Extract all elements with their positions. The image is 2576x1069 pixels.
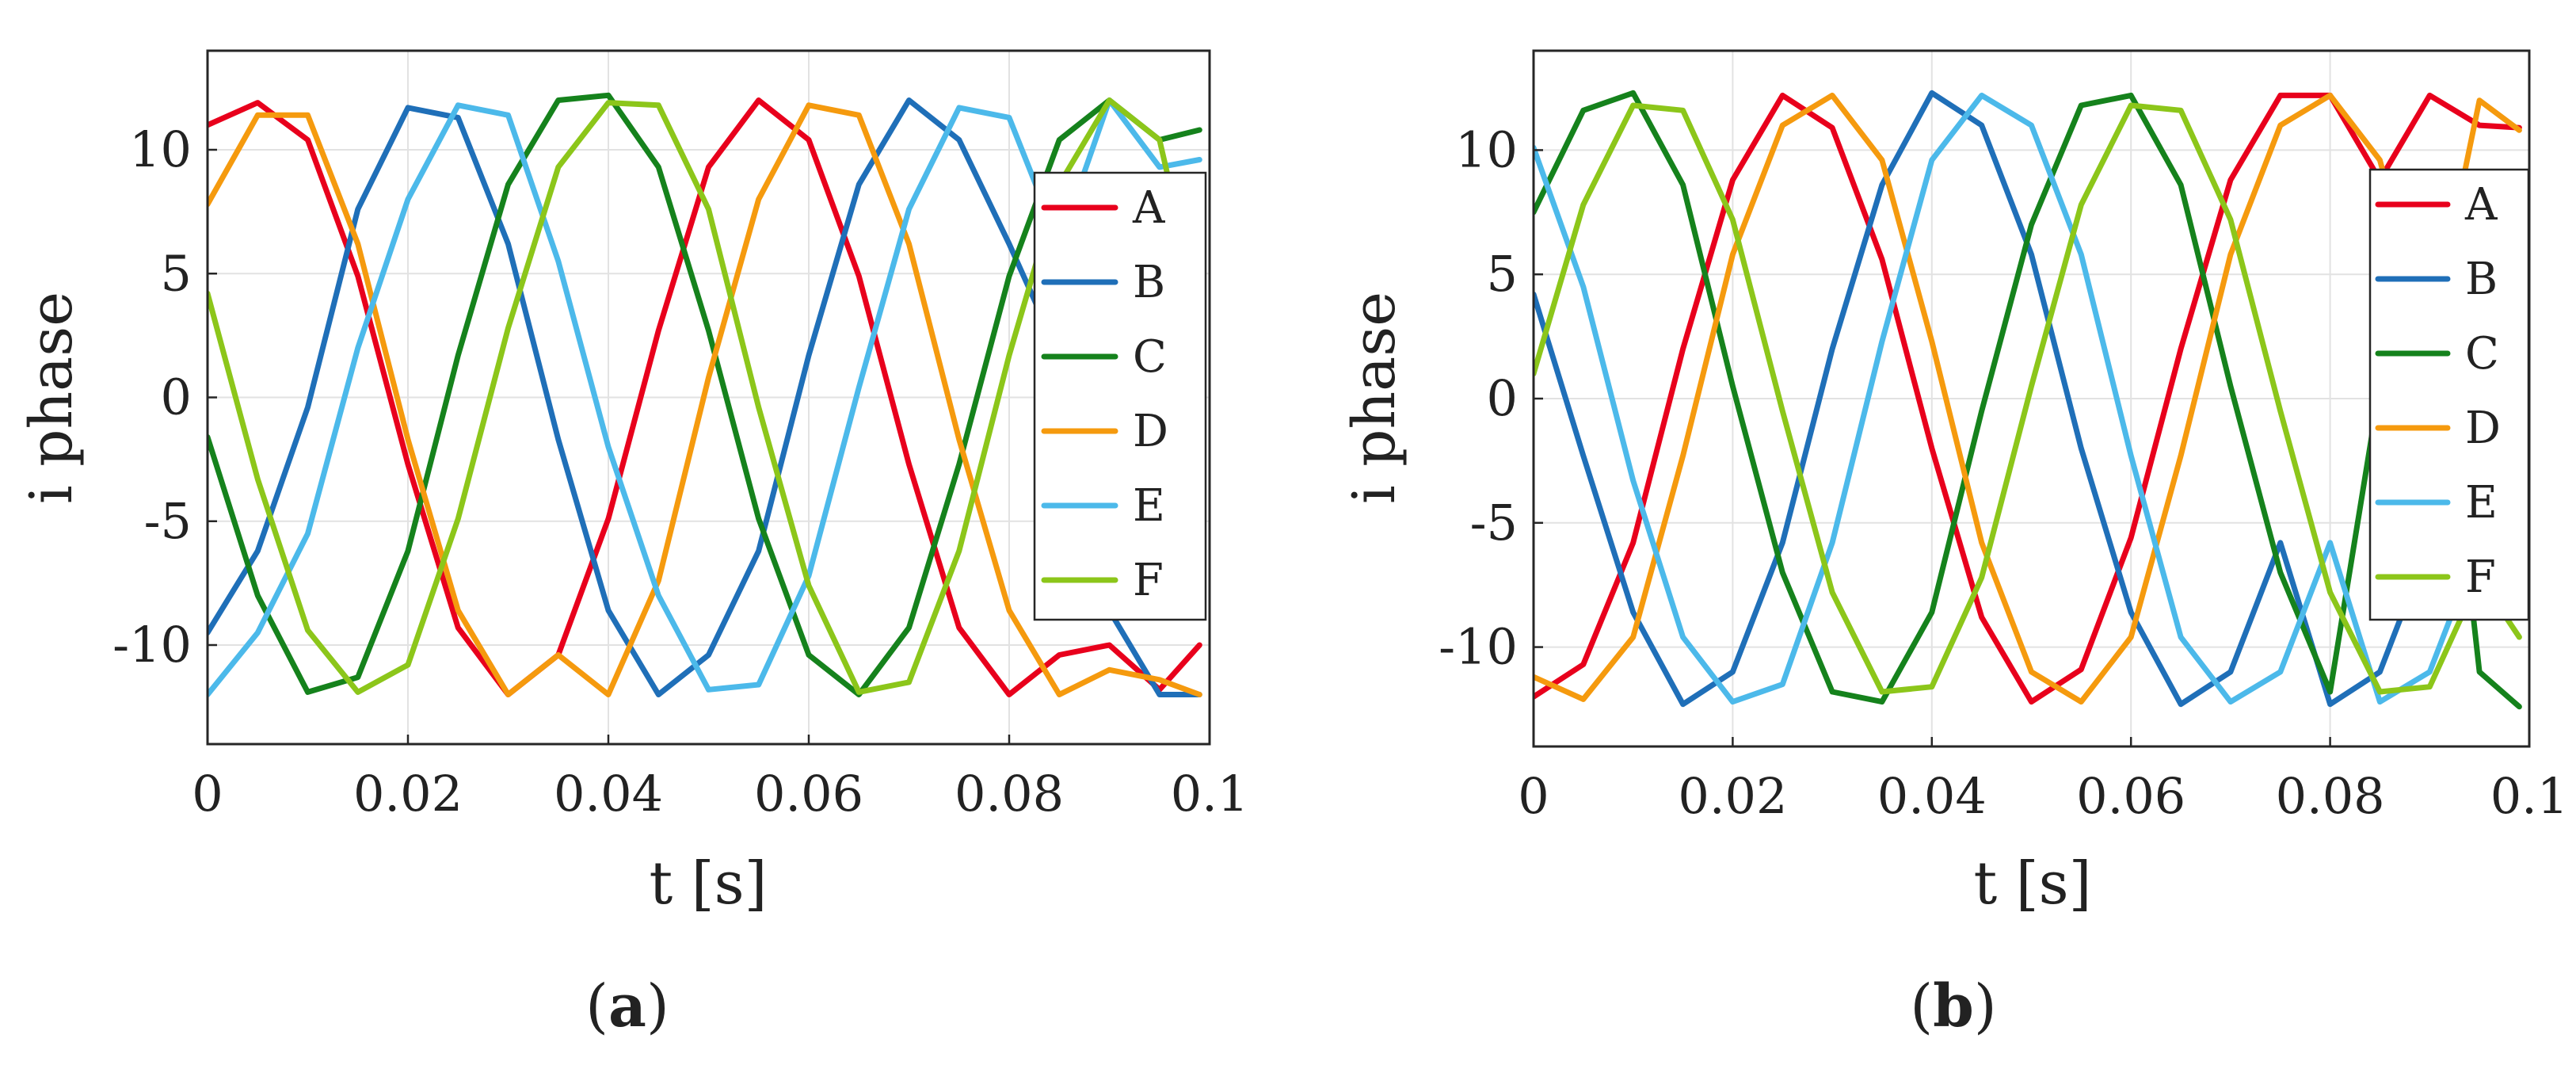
x-tick-label-b: 0.1 [2490, 767, 2569, 825]
y-tick-labels-a: -10 -5 0 5 10 [112, 120, 217, 674]
legend-box-b [2368, 168, 2530, 621]
legend-box-a [1033, 171, 1207, 621]
y-tick-labels-b: -10 -5 0 5 10 [1439, 120, 1543, 676]
y-tick-label-a: 0 [161, 368, 192, 426]
legend-label-d-b: D [2465, 403, 2501, 454]
x-tick-labels-b: 0 0.02 0.04 0.06 0.08 0.1 [1518, 737, 2568, 825]
panel-label-a: (a) [585, 972, 669, 1040]
series-line-f-b [1534, 102, 2522, 695]
x-axis-label-b: t [s] [1974, 849, 2092, 918]
legend-label-b-a: B [1133, 257, 1165, 308]
legend-label-f-a: F [1133, 555, 1164, 606]
x-tick-label-b: 0.08 [2276, 767, 2385, 825]
x-tick-label-b: 0.06 [2076, 767, 2185, 825]
series-line-d-a [208, 102, 1202, 697]
legend-label-a-a: A [1132, 182, 1165, 234]
panel-label-b: (b) [1910, 972, 1997, 1040]
chart-panel-b: 0 0.02 0.04 0.06 0.08 0.1 -10 -5 0 5 10 t [s] i p… [1340, 49, 2568, 1040]
x-tick-labels-a: 0 0.02 0.04 0.06 0.08 0.1 [192, 735, 1248, 823]
x-tick-label-a: 0.02 [353, 765, 463, 823]
y-tick-label-b: 10 [1455, 120, 1518, 178]
legend-label-f-b: F [2465, 552, 2496, 603]
panel-label-b-letter: b [1933, 972, 1974, 1040]
legend-label-b-b: B [2465, 254, 2498, 305]
panel-label-b-open: ( [1910, 972, 1933, 1040]
legend-label-e-a: E [1133, 480, 1165, 532]
y-tick-label-b: 0 [1487, 369, 1518, 427]
series-group-b [1534, 90, 2522, 710]
x-tick-label-b: 0 [1518, 767, 1549, 825]
x-tick-label-a: 0.06 [754, 765, 863, 823]
y-tick-label-a: 5 [161, 244, 192, 302]
y-tick-label-a: -5 [144, 492, 192, 550]
y-axis-label-a: i phase [17, 292, 86, 504]
y-tick-label-b: -5 [1470, 494, 1518, 552]
x-tick-label-a: 0.08 [955, 765, 1064, 823]
series-line-d-b [1534, 92, 2522, 705]
x-tick-label-b: 0.04 [1877, 767, 1987, 825]
legend-label-c-b: C [2465, 328, 2499, 380]
legend-label-c-a: C [1133, 331, 1167, 383]
x-tick-label-a: 0.1 [1171, 765, 1249, 823]
series-line-c-b [1534, 90, 2522, 710]
legend-label-e-b: E [2465, 477, 2498, 529]
panel-label-a-open: ( [585, 972, 608, 1040]
chart-panel-a: 0 0.02 0.04 0.06 0.08 0.1 -10 -5 0 5 10 t [s] i p… [17, 49, 1248, 1040]
legend-label-d-a: D [1133, 406, 1168, 457]
y-tick-label-b: 5 [1487, 245, 1518, 303]
series-line-e-b [1534, 92, 2522, 705]
x-tick-label-b: 0.02 [1678, 767, 1787, 825]
panel-label-a-close: ) [646, 972, 669, 1040]
x-tick-label-a: 0.04 [554, 765, 663, 823]
y-axis-label-b: i phase [1340, 292, 1408, 504]
series-line-b-b [1534, 90, 2522, 708]
x-tick-label-a: 0 [192, 765, 223, 823]
y-tick-label-a: 10 [129, 120, 192, 178]
y-tick-label-a: -10 [112, 616, 192, 674]
series-line-a-b [1534, 92, 2522, 705]
panel-label-a-letter: a [608, 972, 646, 1040]
legend-label-a-b: A [2464, 179, 2498, 231]
panel-label-b-close: ) [1974, 972, 1997, 1040]
y-tick-label-b: -10 [1439, 618, 1518, 676]
x-axis-label-a: t [s] [650, 849, 768, 918]
